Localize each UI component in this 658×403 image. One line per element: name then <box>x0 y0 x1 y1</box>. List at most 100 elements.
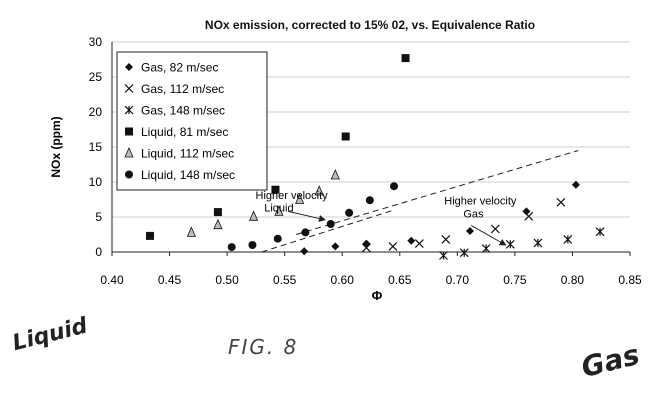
annotation-arrow <box>470 224 507 246</box>
chart-title: NOx emission, corrected to 15% 02, vs. E… <box>204 18 536 32</box>
legend-marker-x <box>124 84 134 93</box>
data-point-diamond-shape <box>522 207 531 216</box>
x-tick-label: 0.80 <box>561 273 585 287</box>
data-point-asterisk-shape <box>563 234 573 244</box>
data-point-diamond-shape <box>331 242 340 251</box>
data-point-circle-shape <box>248 241 257 249</box>
annotation-text: Liquid <box>264 202 293 214</box>
data-point-diamond-shape <box>362 239 371 248</box>
data-point-x-shape <box>441 234 451 244</box>
annotation-text: Higher velocity <box>444 195 517 207</box>
data-point-triangle <box>330 169 340 180</box>
legend-marker-circle <box>125 170 133 179</box>
legend-marker-diamond <box>125 63 133 71</box>
legend-marker-x-shape <box>124 84 134 93</box>
data-point-x <box>388 241 398 251</box>
x-tick-label: 0.85 <box>618 273 642 287</box>
data-point-triangle-shape <box>330 169 340 180</box>
data-point-square-shape <box>271 185 280 194</box>
data-point-circle-shape <box>273 234 282 243</box>
data-point-diamond-shape <box>300 247 309 256</box>
data-point-asterisk <box>563 234 573 244</box>
x-tick-label: 0.50 <box>215 273 239 287</box>
data-point-asterisk <box>439 251 448 260</box>
y-tick-label: 25 <box>89 70 103 84</box>
x-tick-label: 0.70 <box>446 273 470 287</box>
trend-line <box>261 209 395 253</box>
legend-label: Liquid, 81 m/sec <box>141 125 228 139</box>
data-point-square-shape <box>341 132 350 141</box>
data-point-diamond <box>465 227 474 235</box>
data-point-diamond <box>522 207 531 216</box>
legend-marker-triangle <box>124 147 134 158</box>
y-tick-label: 0 <box>95 245 102 259</box>
data-point-triangle-shape <box>186 226 197 237</box>
y-axis-label: NOx (ppm) <box>49 116 63 177</box>
data-point-x-shape <box>556 197 566 207</box>
legend-marker-asterisk <box>124 105 134 115</box>
y-tick-label: 15 <box>89 140 103 154</box>
data-point-diamond <box>407 236 416 245</box>
x-axis-label: Φ <box>372 288 383 303</box>
data-point-diamond-shape <box>407 236 416 245</box>
data-point-x-shape <box>414 239 424 249</box>
data-point-triangle <box>314 185 324 196</box>
data-point-x <box>556 197 566 207</box>
data-point-square <box>271 185 280 194</box>
y-tick-label: 20 <box>89 105 103 119</box>
data-point-triangle <box>213 218 223 230</box>
data-point-asterisk-shape <box>481 244 491 253</box>
data-point-circle <box>345 208 354 217</box>
x-tick-label: 0.65 <box>388 273 412 287</box>
data-point-square <box>401 54 410 63</box>
legend-marker-triangle-shape <box>124 147 134 158</box>
x-tick-label: 0.60 <box>331 273 355 287</box>
data-point-x <box>524 211 534 221</box>
data-point-triangle-shape <box>248 210 259 221</box>
data-point-asterisk-shape <box>459 248 469 258</box>
data-point-asterisk <box>595 227 605 237</box>
data-point-diamond <box>300 247 309 256</box>
data-point-triangle-shape <box>213 218 223 230</box>
data-point-x-shape <box>524 211 534 221</box>
data-point-triangle <box>295 193 305 204</box>
data-point-circle-shape <box>365 196 374 205</box>
annotation-arrow <box>288 210 326 222</box>
data-point-square-shape <box>145 231 154 240</box>
data-point-square <box>145 231 154 240</box>
x-tick-label: 0.45 <box>158 273 182 287</box>
y-tick-label: 5 <box>95 210 102 224</box>
data-point-square-shape <box>213 208 222 217</box>
legend-marker-square <box>125 127 133 136</box>
data-point-x <box>414 239 424 249</box>
data-point-x <box>441 234 451 244</box>
data-point-x-shape <box>388 241 398 251</box>
legend-marker-circle-shape <box>125 170 133 179</box>
legend-marker-asterisk-shape <box>124 105 134 115</box>
y-tick-label: 30 <box>89 35 103 49</box>
data-point-triangle <box>248 210 259 221</box>
legend-marker-diamond-shape <box>125 63 133 71</box>
annotation-text: Gas <box>463 209 484 221</box>
data-point-circle <box>365 196 374 205</box>
data-point-triangle <box>186 226 197 237</box>
data-point-asterisk <box>533 238 543 248</box>
data-point-circle-shape <box>345 208 354 217</box>
data-point-triangle <box>274 205 284 216</box>
data-point-square <box>213 208 222 217</box>
data-point-asterisk-shape <box>439 251 448 260</box>
legend-label: Liquid, 112 m/sec <box>141 147 234 161</box>
data-point-square <box>341 132 350 141</box>
data-point-asterisk-shape <box>533 238 543 248</box>
data-point-x <box>361 243 371 253</box>
data-point-circle <box>227 243 236 252</box>
data-point-asterisk <box>481 244 491 253</box>
data-point-circle <box>390 182 399 191</box>
data-point-triangle-shape <box>274 205 284 216</box>
data-point-diamond <box>331 242 340 251</box>
legend-label: Gas, 112 m/sec <box>141 82 224 96</box>
x-tick-label: 0.55 <box>273 273 297 287</box>
data-point-triangle-shape <box>314 185 324 196</box>
